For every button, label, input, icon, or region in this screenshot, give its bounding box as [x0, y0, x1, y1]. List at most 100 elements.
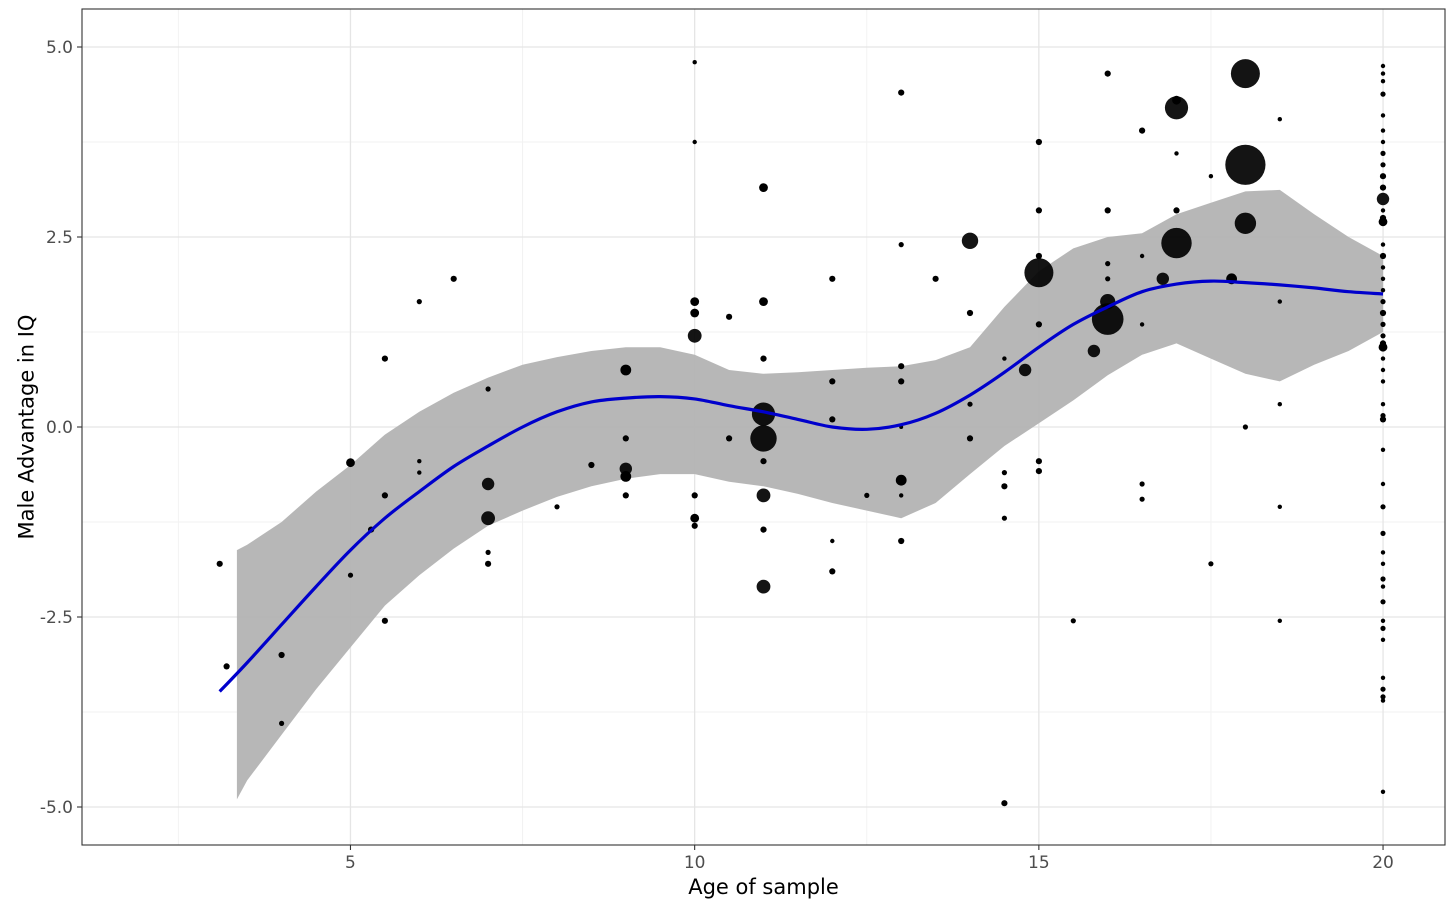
- data-point: [759, 183, 768, 193]
- data-point: [759, 297, 768, 306]
- data-point: [481, 511, 495, 526]
- data-point: [1035, 468, 1042, 475]
- data-point: [1380, 625, 1386, 632]
- data-point: [692, 60, 697, 65]
- data-point: [1380, 113, 1386, 118]
- data-point: [1380, 288, 1386, 293]
- data-point: [1380, 379, 1386, 384]
- data-point: [898, 363, 905, 370]
- data-point: [829, 275, 836, 282]
- data-point: [1380, 618, 1386, 623]
- data-point: [1380, 530, 1386, 537]
- data-point: [1380, 402, 1386, 407]
- data-point: [381, 355, 388, 362]
- data-point: [829, 378, 836, 385]
- data-point: [1277, 117, 1283, 122]
- data-point: [485, 549, 491, 556]
- smooth-fit-line: [218, 279, 1384, 693]
- data-point: [1087, 344, 1101, 358]
- data-point: [1380, 584, 1386, 589]
- data-point: [1380, 71, 1386, 76]
- y-tick-label: -2.5: [40, 608, 73, 628]
- data-point: [830, 538, 835, 544]
- data-point: [1378, 342, 1388, 352]
- data-point: [829, 416, 836, 423]
- data-point: [751, 402, 776, 426]
- data-point: [278, 651, 285, 659]
- data-point: [966, 435, 974, 442]
- data-point: [1379, 252, 1387, 260]
- data-point: [1024, 258, 1054, 288]
- data-point: [1156, 272, 1170, 285]
- data-point: [1380, 698, 1386, 703]
- data-point: [223, 663, 230, 670]
- data-point: [1104, 207, 1111, 214]
- data-point: [690, 297, 700, 306]
- data-point: [481, 477, 495, 491]
- x-axis-ticks: 5 10 15 20: [345, 845, 1394, 873]
- x-tick-label: 5: [345, 853, 356, 873]
- data-point: [1002, 356, 1007, 361]
- data-point: [899, 493, 904, 498]
- data-point: [622, 492, 629, 499]
- data-point: [1380, 208, 1386, 213]
- data-point: [1380, 504, 1386, 510]
- data-point: [1379, 309, 1387, 317]
- data-point: [1380, 550, 1386, 555]
- data-point: [485, 560, 492, 567]
- data-point: [381, 617, 388, 624]
- data-point: [620, 364, 632, 376]
- data-point: [1380, 333, 1386, 339]
- data-point: [1380, 694, 1386, 700]
- data-point: [1380, 128, 1386, 133]
- data-point: [1001, 470, 1008, 476]
- data-point: [1035, 252, 1042, 260]
- data-point: [1001, 515, 1008, 521]
- data-point: [1380, 79, 1386, 84]
- data-point: [1380, 481, 1386, 487]
- data-point: [898, 242, 904, 248]
- data-point: [829, 568, 836, 575]
- data-point: [691, 522, 698, 529]
- data-point: [1380, 367, 1386, 373]
- data-point: [279, 720, 285, 727]
- x-axis-title: Age of sample: [688, 875, 839, 899]
- data-point: [1376, 192, 1390, 206]
- data-point: [1104, 70, 1111, 77]
- data-point: [381, 492, 388, 499]
- data-point: [1139, 253, 1145, 259]
- data-point: [216, 560, 223, 567]
- x-tick-label: 20: [1372, 853, 1394, 873]
- data-point: [1139, 322, 1145, 327]
- data-point: [687, 328, 702, 343]
- data-point: [485, 386, 491, 392]
- data-point: [1225, 144, 1266, 185]
- data-point: [1380, 561, 1386, 566]
- data-point: [620, 471, 632, 482]
- y-tick-label: 2.5: [46, 228, 73, 248]
- data-point: [967, 401, 973, 407]
- data-point: [416, 299, 422, 305]
- y-tick-label: 5.0: [46, 38, 73, 58]
- x-tick-label: 10: [684, 853, 706, 873]
- data-point: [1035, 138, 1042, 146]
- data-point: [1380, 162, 1386, 168]
- data-point: [1380, 789, 1386, 794]
- data-point: [1208, 561, 1214, 567]
- data-point: [1380, 276, 1386, 281]
- x-tick-label: 15: [1028, 853, 1050, 873]
- data-point: [1161, 227, 1192, 259]
- data-point: [1035, 207, 1042, 214]
- data-point: [1380, 265, 1386, 270]
- data-point: [1380, 63, 1386, 69]
- data-point: [1208, 174, 1214, 179]
- data-point: [1164, 96, 1189, 120]
- data-point: [1070, 618, 1076, 624]
- data-point: [1234, 212, 1257, 234]
- data-point: [1139, 496, 1145, 502]
- data-point: [961, 232, 979, 249]
- data-point: [1173, 207, 1180, 214]
- data-point: [726, 435, 733, 442]
- data-point: [1001, 483, 1008, 490]
